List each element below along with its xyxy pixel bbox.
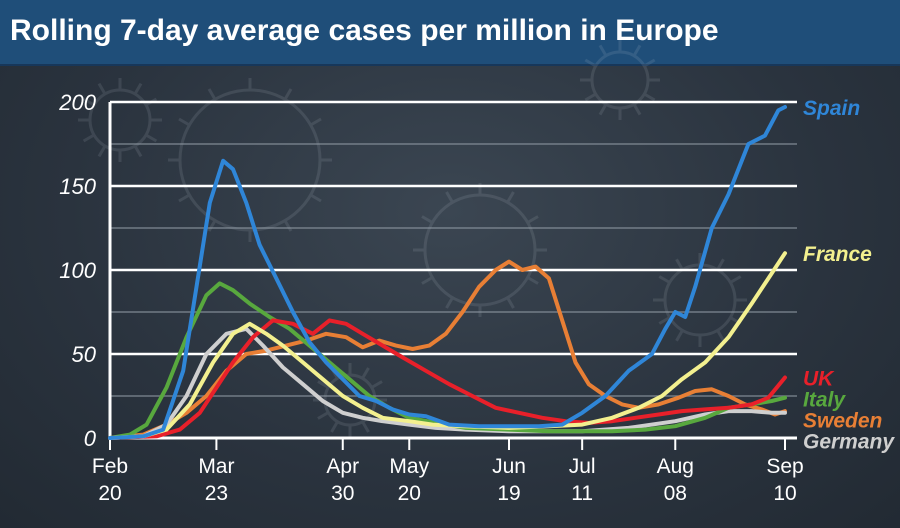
x-tick-label-month: Jun bbox=[492, 455, 526, 478]
y-tick-label: 200 bbox=[58, 90, 96, 115]
x-tick-label-month: Aug bbox=[657, 455, 694, 478]
x-tick-label-month: Mar bbox=[198, 455, 234, 478]
x-tick-label-day: 20 bbox=[398, 482, 421, 505]
x-tick-label-month: Jul bbox=[569, 455, 596, 478]
grid-lines bbox=[110, 100, 797, 440]
series-line-uk bbox=[108, 318, 787, 440]
axes: 0 50 100 150 200 Feb 20 Mar 23 Apr 30 May 20 Jun 19 Jul… bbox=[58, 90, 803, 505]
title-bar: Rolling 7-day average cases per million … bbox=[0, 0, 900, 66]
y-tick-label: 150 bbox=[59, 174, 96, 199]
series-line-spain bbox=[108, 105, 787, 440]
x-tick-label-day: 10 bbox=[773, 482, 796, 505]
series-line-france bbox=[108, 251, 787, 440]
y-tick-label: 50 bbox=[72, 342, 97, 367]
x-tick-label-month: Feb bbox=[92, 455, 128, 478]
x-tick-label-day: 23 bbox=[205, 482, 228, 505]
x-tick-label-month: May bbox=[389, 455, 429, 478]
y-tick-label: 100 bbox=[59, 258, 96, 283]
x-tick-label-month: Sep bbox=[766, 455, 803, 478]
series-lines bbox=[108, 105, 787, 440]
x-tick-label-day: 11 bbox=[571, 482, 593, 505]
x-tick-label-day: 08 bbox=[664, 482, 687, 505]
x-tick-label-day: 30 bbox=[331, 482, 354, 505]
x-tick-label-day: 19 bbox=[497, 482, 520, 505]
x-tick-label-day: 20 bbox=[98, 482, 121, 505]
series-line-germany bbox=[108, 326, 787, 440]
series-label-sweden: Sweden bbox=[803, 410, 882, 433]
virus-icon bbox=[580, 40, 660, 120]
series-label-italy: Italy bbox=[803, 389, 846, 412]
series-label-france: France bbox=[803, 243, 872, 266]
x-tick-label-month: Apr bbox=[326, 455, 359, 478]
series-line-sweden bbox=[108, 259, 787, 440]
y-tick-label: 0 bbox=[84, 426, 97, 451]
series-label-uk: UK bbox=[803, 368, 835, 391]
series-label-germany: Germany bbox=[803, 431, 895, 454]
virus-icon bbox=[168, 78, 332, 242]
series-label-spain: Spain bbox=[803, 97, 860, 120]
chart-title: Rolling 7-day average cases per million … bbox=[10, 14, 719, 47]
virus-icon bbox=[413, 183, 547, 317]
virus-background-decoration bbox=[78, 40, 747, 437]
